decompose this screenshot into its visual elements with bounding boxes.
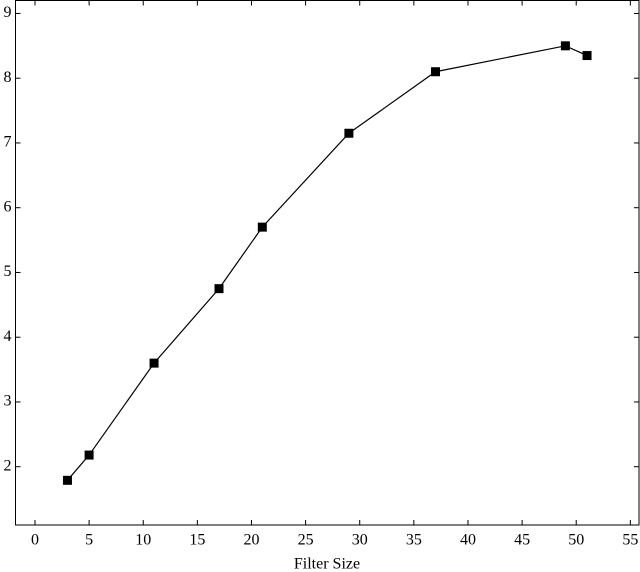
x-tick-label: 10	[135, 532, 151, 549]
y-tick-label: 2	[4, 457, 12, 474]
x-tick-label: 15	[189, 532, 205, 549]
x-tick-label: 40	[460, 532, 476, 549]
data-marker	[257, 222, 267, 232]
x-tick-label: 25	[298, 532, 314, 549]
x-axis-label: Filter Size	[294, 556, 360, 572]
x-tick-label: 45	[514, 532, 530, 549]
data-line	[67, 45, 588, 481]
y-tick-label: 8	[4, 69, 12, 86]
x-tick-label: 35	[406, 532, 422, 549]
y-tick-label: 5	[4, 263, 12, 280]
y-tick-label: 3	[4, 393, 12, 410]
x-tick-label: 30	[352, 532, 368, 549]
data-marker	[430, 67, 440, 77]
x-tick-label: 5	[85, 532, 93, 549]
x-tick-label: 50	[568, 532, 584, 549]
y-tick-label: 7	[4, 134, 12, 151]
data-marker	[214, 284, 224, 294]
data-marker	[560, 41, 570, 51]
data-marker	[84, 450, 94, 460]
data-marker	[149, 358, 159, 368]
y-tick-label: 9	[4, 4, 12, 21]
x-tick-label: 0	[31, 532, 39, 549]
x-tick-label: 55	[622, 532, 638, 549]
y-tick-label: 4	[4, 328, 12, 345]
x-tick-label: 20	[243, 532, 259, 549]
data-marker	[344, 128, 354, 138]
data-marker	[62, 475, 72, 485]
plot-frame	[15, 0, 640, 526]
y-tick-label: 6	[4, 198, 12, 215]
data-marker	[582, 51, 592, 61]
